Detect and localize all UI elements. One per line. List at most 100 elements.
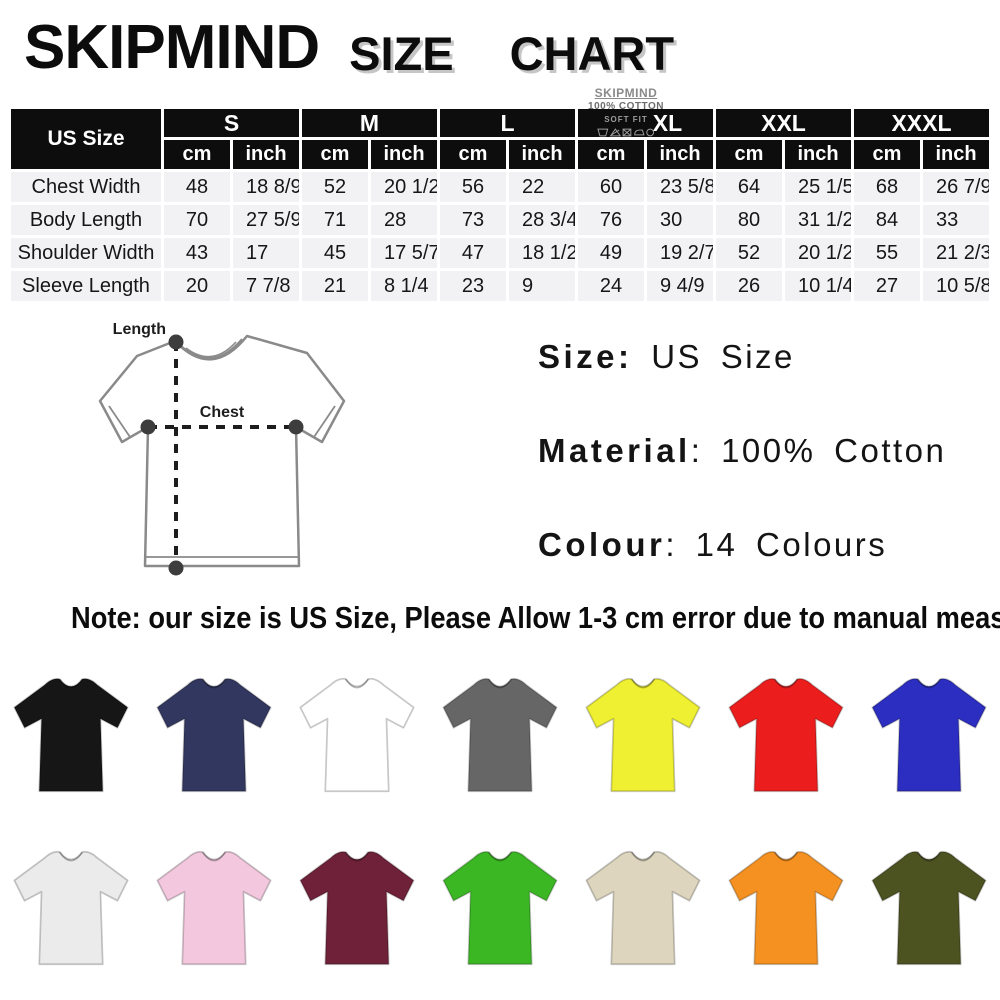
unit-header-cm: cm <box>716 140 782 169</box>
cell: 52 <box>302 172 368 202</box>
note-row: Note: our size is US Size, Please Allow … <box>0 600 1000 636</box>
tshirt-swatch-pink <box>145 836 283 986</box>
detail-material-label: Material <box>538 432 691 469</box>
cell: 17 5/7 <box>371 238 437 268</box>
product-details: Size: US Size Material: 100% Cotton Colo… <box>538 338 946 620</box>
page-title: SKIPMIND SIZE CHART <box>24 13 675 82</box>
tshirt-swatch-army-green <box>860 836 998 986</box>
cell: 52 <box>716 238 782 268</box>
unit-header-cm: cm <box>302 140 368 169</box>
cell: 73 <box>440 205 506 235</box>
tshirt-swatch-dark-gray <box>431 663 569 813</box>
unit-header-cm: cm <box>440 140 506 169</box>
title-size-word: SIZE <box>349 26 454 80</box>
cell: 10 5/8 <box>923 271 989 301</box>
cell: 55 <box>854 238 920 268</box>
tshirt-icon <box>156 677 272 792</box>
colon: : <box>665 526 677 563</box>
size-header-m: M <box>302 109 437 137</box>
cell: 9 <box>509 271 575 301</box>
detail-size-label: Size: <box>538 338 633 375</box>
cell: 28 3/4 <box>509 205 575 235</box>
cell: 7 7/8 <box>233 271 299 301</box>
detail-size-value: US Size <box>651 338 795 375</box>
tshirt-swatch-navy <box>145 663 283 813</box>
table-row-body-length: Body Length 70 27 5/9 71 28 73 28 3/4 76… <box>11 205 989 235</box>
cell: 47 <box>440 238 506 268</box>
cell: 31 1/2 <box>785 205 851 235</box>
cell: 18 1/2 <box>509 238 575 268</box>
table-row-chest-width: Chest Width 48 18 8/9 52 20 1/2 56 22 60… <box>11 172 989 202</box>
cell: 56 <box>440 172 506 202</box>
row-label: Shoulder Width <box>11 238 161 268</box>
chest-label: Chest <box>200 404 245 421</box>
cell: 28 <box>371 205 437 235</box>
cell: 26 7/9 <box>923 172 989 202</box>
cell: 23 5/8 <box>647 172 713 202</box>
table-row-shoulder-width: Shoulder Width 43 17 45 17 5/7 47 18 1/2… <box>11 238 989 268</box>
detail-material: Material: 100% Cotton <box>538 432 946 470</box>
detail-material-value: 100% Cotton <box>721 432 947 469</box>
unit-header-inch: inch <box>923 140 989 169</box>
cell: 24 <box>578 271 644 301</box>
unit-header-inch: inch <box>371 140 437 169</box>
cell: 64 <box>716 172 782 202</box>
tshirt-swatch-royal-blue <box>860 663 998 813</box>
cell: 43 <box>164 238 230 268</box>
table-row-sleeve-length: Sleeve Length 20 7 7/8 21 8 1/4 23 9 24 … <box>11 271 989 301</box>
tshirt-swatch-maroon <box>288 836 426 986</box>
unit-header-inch: inch <box>785 140 851 169</box>
detail-colour-label: Colour <box>538 526 666 563</box>
cell: 71 <box>302 205 368 235</box>
cell: 25 1/5 <box>785 172 851 202</box>
cell: 17 <box>233 238 299 268</box>
cell: 30 <box>647 205 713 235</box>
size-table-section: US Size S M L XL XXL XXXL cm inch cm inc… <box>8 106 992 304</box>
tshirt-icon <box>156 850 272 965</box>
tshirt-icon <box>585 677 701 792</box>
unit-header-inch: inch <box>509 140 575 169</box>
unit-header-cm: cm <box>164 140 230 169</box>
unit-header-inch: inch <box>647 140 713 169</box>
cell: 84 <box>854 205 920 235</box>
tshirt-icon <box>585 850 701 965</box>
tshirt-icon <box>13 850 129 965</box>
cell: 33 <box>923 205 989 235</box>
tshirt-swatch-green <box>431 836 569 986</box>
cell: 80 <box>716 205 782 235</box>
tshirt-icon <box>13 677 129 792</box>
tshirt-icon <box>871 850 987 965</box>
tshirt-icon <box>728 677 844 792</box>
title-chart-word: CHART <box>509 26 675 80</box>
cell: 23 <box>440 271 506 301</box>
detail-size: Size: US Size <box>538 338 946 376</box>
cell: 18 8/9 <box>233 172 299 202</box>
tshirt-icon <box>442 850 558 965</box>
cell: 22 <box>509 172 575 202</box>
tshirt-swatch-black <box>2 663 140 813</box>
unit-header-cm: cm <box>854 140 920 169</box>
tshirt-icon <box>442 677 558 792</box>
measurement-diagram: Length Chest <box>72 310 382 600</box>
cell: 48 <box>164 172 230 202</box>
unit-header-inch: inch <box>233 140 299 169</box>
cell: 76 <box>578 205 644 235</box>
cell: 60 <box>578 172 644 202</box>
size-header-xl: XL <box>578 109 713 137</box>
detail-colour: Colour: 14 Colours <box>538 526 946 564</box>
colour-options-grid <box>0 656 1000 992</box>
cell: 21 2/3 <box>923 238 989 268</box>
cell: 27 <box>854 271 920 301</box>
tshirt-icon <box>299 850 415 965</box>
tshirt-swatch-orange <box>717 836 855 986</box>
tshirt-icon <box>299 677 415 792</box>
tshirt-swatch-white <box>288 663 426 813</box>
row-label: Sleeve Length <box>11 271 161 301</box>
cell: 70 <box>164 205 230 235</box>
tshirt-measure-illustration: Length Chest <box>98 321 346 576</box>
cell: 10 1/4 <box>785 271 851 301</box>
cell: 45 <box>302 238 368 268</box>
row-label: Body Length <box>11 205 161 235</box>
size-header-l: L <box>440 109 575 137</box>
